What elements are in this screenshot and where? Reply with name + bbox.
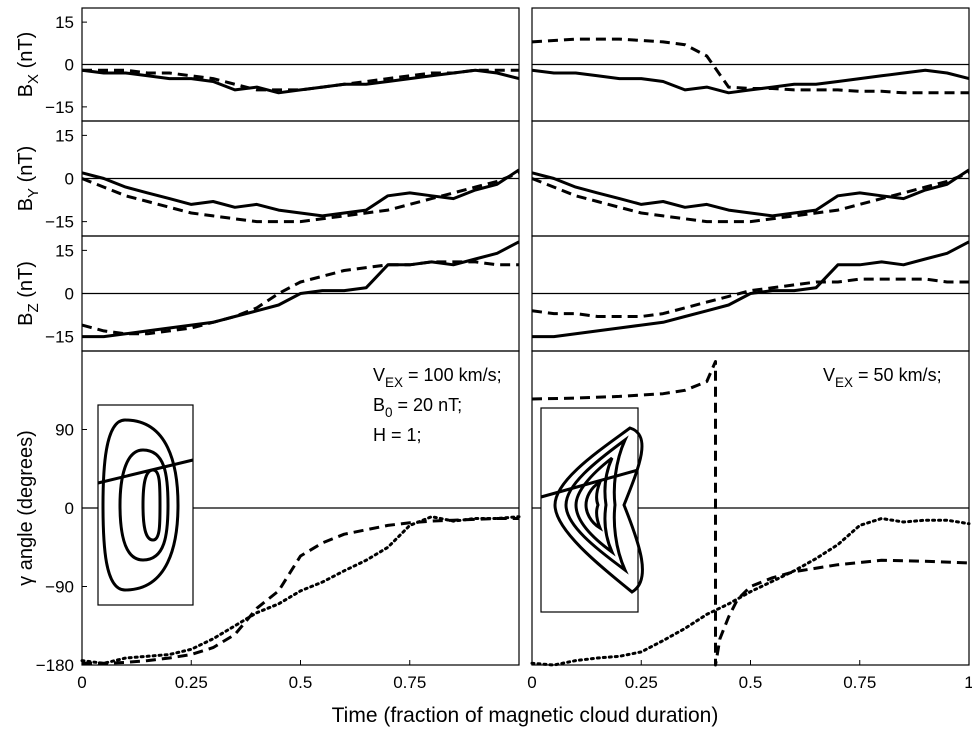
annotation-subscript: 0 [385,405,393,420]
x-tick-label: 0.5 [289,673,313,692]
y-tick-label: 0 [65,499,74,518]
y-tick-label: −15 [45,328,74,347]
y-tick-label: 0 [65,285,74,304]
y-axis-title-part: B [15,198,37,211]
annotation-subscript: EX [835,375,853,390]
inset-right [540,407,644,613]
y-axis-title-part: B [15,313,37,326]
y-tick-label: 0 [65,170,74,189]
y-axis-title: BY (nT) [15,146,42,212]
annotation: B0 = 20 nT; [373,395,462,420]
annotation: VEX = 100 km/s; [373,365,502,390]
series-line [531,168,970,218]
y-tick-label: −90 [45,578,74,597]
series-line [531,37,969,95]
annotation-part: = 20 nT; [393,395,463,415]
series-line [532,240,970,339]
y-axis-title-subscript: X [25,74,42,84]
annotation-part: = 50 km/s; [853,365,942,385]
y-tick-label: 15 [55,241,74,260]
y-axis-title-part: (nT) [15,261,37,303]
series-line [82,517,519,665]
y-axis-title-part: γ angle (degrees) [15,430,37,586]
y-axis-title: BZ (nT) [15,261,42,326]
y-axis-title-subscript: Y [25,188,42,198]
inset-axis-line [97,458,194,485]
inset-contour [553,426,644,594]
series-line [531,277,969,318]
series-line [530,517,971,667]
y-axis-title-part: (nT) [15,146,37,188]
inset-axis-line [540,468,639,499]
annotation-part: V [823,365,835,385]
x-tick-label: 0.75 [843,673,876,692]
x-tick-label: 0.75 [393,673,426,692]
annotation-part: B [373,395,385,415]
annotation: H = 1; [373,425,422,445]
series-line [531,360,970,667]
series-line [82,240,520,339]
y-axis-title-part: B [15,84,37,97]
x-tick-label: 0.25 [625,673,658,692]
series-line [531,68,970,95]
x-tick-label: 0 [527,673,536,692]
series-line [81,168,520,218]
y-tick-label: 15 [55,13,74,32]
plot-frame [531,350,970,666]
inset-contour [584,478,604,532]
x-tick-label: 0.25 [175,673,208,692]
inset-contour [118,448,170,562]
y-tick-label: 0 [65,56,74,75]
y-tick-label: −15 [45,98,74,117]
y-tick-label: 15 [55,126,74,145]
series-line [80,515,521,665]
y-axis-title-subscript: Z [25,303,42,312]
x-tick-label: 0 [77,673,86,692]
inset-left [97,404,194,606]
series-line [81,171,520,224]
series-line [531,171,970,224]
inset-contour [574,456,616,557]
y-tick-label: −180 [36,656,74,675]
y-axis-title: BX (nT) [15,32,42,98]
annotation: VEX = 50 km/s; [823,365,942,390]
annotation-part: = 100 km/s; [403,365,502,385]
annotation-part: V [373,365,385,385]
series-line [82,68,519,92]
y-tick-label: −15 [45,213,74,232]
x-axis-title: Time (fraction of magnetic cloud duratio… [332,704,719,727]
inset-contour [141,468,162,542]
series-line [81,260,519,336]
annotation-subscript: EX [385,375,403,390]
inset-contour [564,435,629,575]
annotations: VEX = 100 km/s;B0 = 20 nT;H = 1;VEX = 50… [373,365,942,445]
x-tick-label: 1 [964,673,972,692]
x-tick-label: 0.5 [739,673,763,692]
plot-frame [81,350,520,666]
y-axis-title: γ angle (degrees) [15,430,37,586]
y-axis-title-part: (nT) [15,32,37,74]
y-tick-label: 90 [55,421,74,440]
annotation-part: H = 1; [373,425,422,445]
series-line [81,68,520,95]
